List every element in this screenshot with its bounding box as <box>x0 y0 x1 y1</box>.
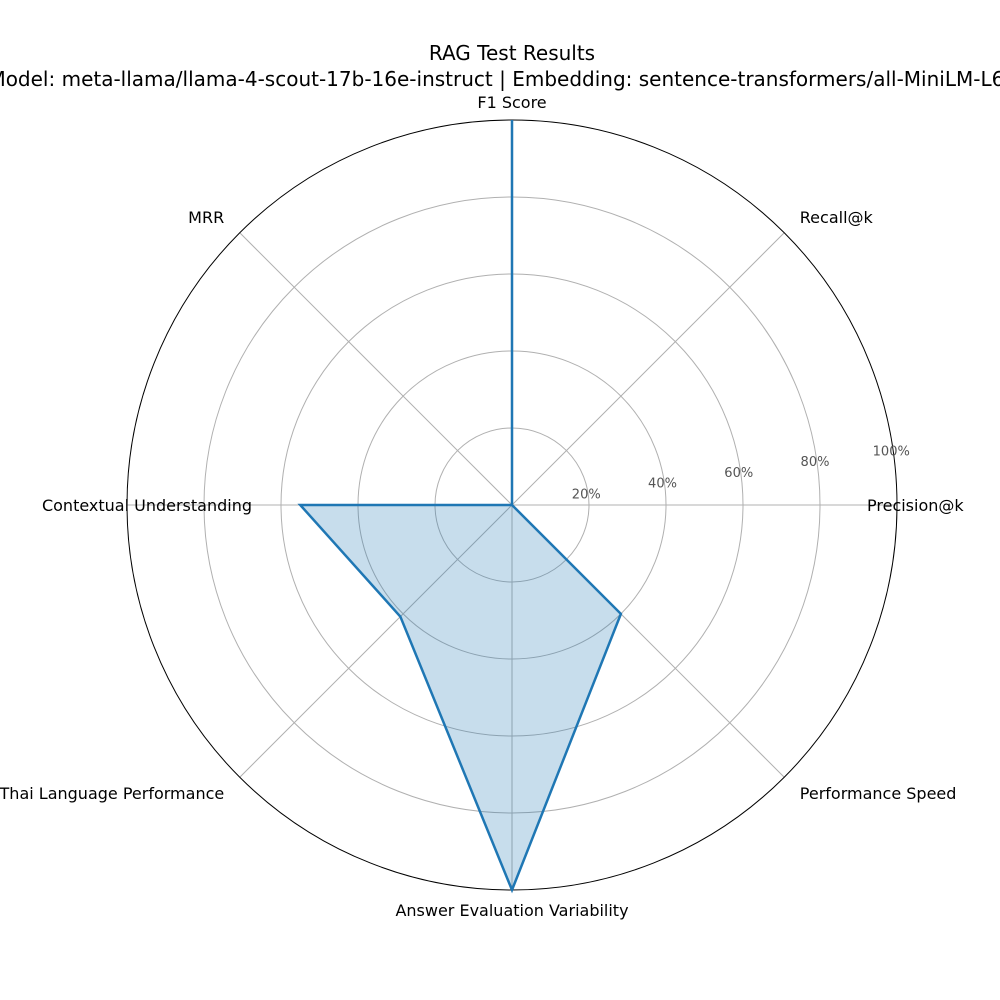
r-tick-label-5: 100% <box>873 444 910 459</box>
r-tick-label-1: 20% <box>572 487 601 502</box>
chart-subtitle: Model: meta-llama/llama-4-scout-17b-16e-… <box>0 67 1000 91</box>
series-layer <box>297 119 623 894</box>
r-tick-label-2: 40% <box>648 477 677 492</box>
axis-label-8: Performance Speed <box>800 784 957 803</box>
series-line-1 <box>297 120 623 894</box>
axis-label-4: MRR <box>188 208 224 227</box>
axis-label-5: Contextual Understanding <box>42 496 252 515</box>
axis-label-6: Thai Language Performance <box>0 784 224 803</box>
r-tick-label-4: 80% <box>801 455 830 470</box>
axis-label-3: F1 Score <box>477 93 546 112</box>
label-layer: Precision@k Recall@k F1 Score MRR Contextual… <box>0 93 964 920</box>
tick-layer: 20% 40% 60% 80% 100% <box>572 444 910 502</box>
axis-label-2: Recall@k <box>800 208 874 227</box>
axis-label-1: Precision@k <box>867 496 964 515</box>
chart-title: RAG Test Results <box>429 41 595 65</box>
r-tick-label-3: 60% <box>724 466 753 481</box>
spoke-line-6 <box>239 504 513 778</box>
spoke-line-4 <box>239 232 513 506</box>
spoke-line-2 <box>511 232 785 506</box>
axis-label-7: Answer Evaluation Variability <box>395 901 628 920</box>
